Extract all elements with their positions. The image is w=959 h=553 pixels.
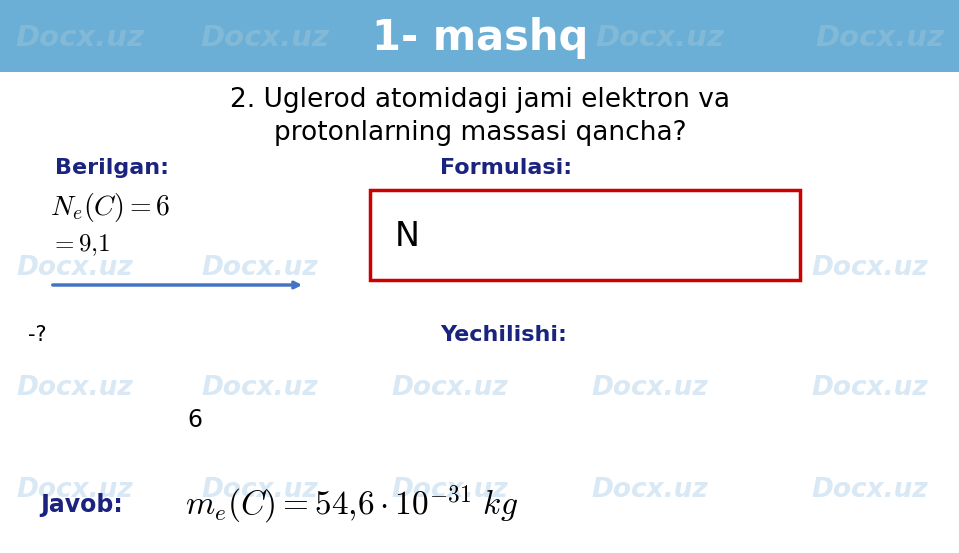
Text: Docx.uz: Docx.uz	[592, 477, 709, 503]
Text: Docx.uz: Docx.uz	[815, 24, 945, 52]
Text: Docx.uz: Docx.uz	[811, 477, 928, 503]
Text: Docx.uz: Docx.uz	[201, 375, 318, 401]
Text: Docx.uz: Docx.uz	[592, 375, 709, 401]
Text: protonlarning massasi qancha?: protonlarning massasi qancha?	[273, 120, 687, 146]
Bar	[370, 190, 800, 280]
Text: Docx.uz: Docx.uz	[16, 375, 133, 401]
Text: Docx.uz: Docx.uz	[592, 255, 709, 281]
Text: Docx.uz: Docx.uz	[201, 255, 318, 281]
Text: Javob:: Javob:	[40, 493, 123, 517]
Text: Docx.uz: Docx.uz	[16, 255, 133, 281]
Text: Docx.uz: Docx.uz	[201, 477, 318, 503]
Text: 1- mashq: 1- mashq	[372, 17, 588, 59]
Text: Docx.uz: Docx.uz	[391, 375, 508, 401]
Text: Yechilishi:: Yechilishi:	[440, 325, 567, 345]
Text: Docx.uz: Docx.uz	[391, 477, 508, 503]
Text: 6: 6	[188, 408, 202, 432]
Text: Berilgan:: Berilgan:	[55, 158, 169, 178]
Text: -?: -?	[28, 325, 47, 345]
Text: Docx.uz: Docx.uz	[596, 24, 724, 52]
Text: $N_e(C)=6$: $N_e(C)=6$	[50, 191, 171, 225]
Text: Docx.uz: Docx.uz	[16, 477, 133, 503]
Text: Docx.uz: Docx.uz	[15, 24, 145, 52]
Text: N: N	[395, 220, 420, 253]
Text: $= 9{,}1$: $= 9{,}1$	[50, 232, 110, 258]
Bar	[0, 0, 959, 72]
Text: Formulasi:: Formulasi:	[440, 158, 573, 178]
Text: Docx.uz: Docx.uz	[811, 375, 928, 401]
Text: Docx.uz: Docx.uz	[200, 24, 330, 52]
Text: Docx.uz: Docx.uz	[391, 255, 508, 281]
Text: $m_e(C)=54{,}6\cdot10^{-31}\ kg$: $m_e(C)=54{,}6\cdot10^{-31}\ kg$	[185, 484, 518, 526]
Text: 2. Uglerod atomidagi jami elektron va: 2. Uglerod atomidagi jami elektron va	[230, 87, 730, 113]
Text: Docx.uz: Docx.uz	[811, 255, 928, 281]
